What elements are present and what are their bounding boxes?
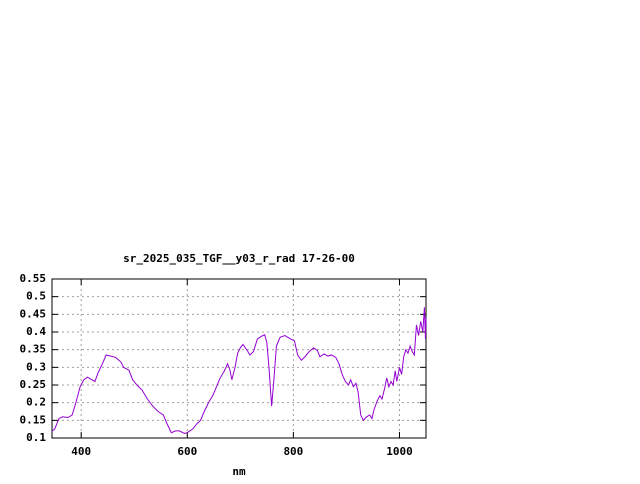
chart-title: sr_2025_035_TGF__y03_r_rad 17-26-00 bbox=[123, 252, 355, 265]
x-tick-label: 1000 bbox=[386, 445, 413, 458]
y-tick-label: 0.3 bbox=[26, 360, 46, 373]
y-tick-label: 0.55 bbox=[20, 272, 47, 285]
x-tick-label: 400 bbox=[71, 445, 91, 458]
y-tick-label: 0.5 bbox=[26, 290, 46, 303]
x-axis-label: nm bbox=[232, 465, 246, 478]
x-tick-label: 800 bbox=[283, 445, 303, 458]
x-tick-label: 600 bbox=[177, 445, 197, 458]
plot-frame bbox=[51, 278, 427, 439]
data-line bbox=[51, 307, 427, 434]
y-tick-label: 0.4 bbox=[26, 325, 46, 338]
y-tick-label: 0.35 bbox=[20, 343, 47, 356]
y-tick-label: 0.25 bbox=[20, 378, 47, 391]
y-tick-label: 0.15 bbox=[20, 413, 47, 426]
y-tick-label: 0.2 bbox=[26, 396, 46, 409]
y-tick-label: 0.1 bbox=[26, 431, 46, 444]
y-tick-label: 0.45 bbox=[20, 307, 47, 320]
